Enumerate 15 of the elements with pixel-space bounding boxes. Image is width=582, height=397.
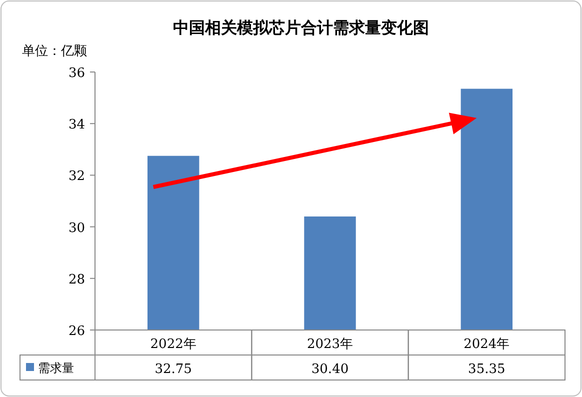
- x-tick-label: 2022年: [150, 337, 196, 352]
- x-tick-label: 2023年: [306, 337, 354, 352]
- y-tick-label: 26: [68, 324, 85, 339]
- data-label: 32.75: [154, 362, 192, 377]
- y-axis-title: 单位：亿颗: [22, 44, 87, 59]
- data-label: 35.35: [468, 362, 506, 377]
- legend-label: 需求量: [38, 361, 74, 375]
- x-tick-label: 2024年: [464, 337, 510, 352]
- y-tick-label: 30: [68, 220, 85, 236]
- y-tick-label: 36: [68, 66, 85, 81]
- y-tick-label: 34: [68, 118, 85, 133]
- chart-title: 中国相关模拟芯片合计需求量变化图: [173, 18, 429, 37]
- y-tick-label: 28: [68, 272, 85, 288]
- data-label: 30.40: [311, 362, 349, 377]
- y-tick-label: 32: [68, 169, 85, 184]
